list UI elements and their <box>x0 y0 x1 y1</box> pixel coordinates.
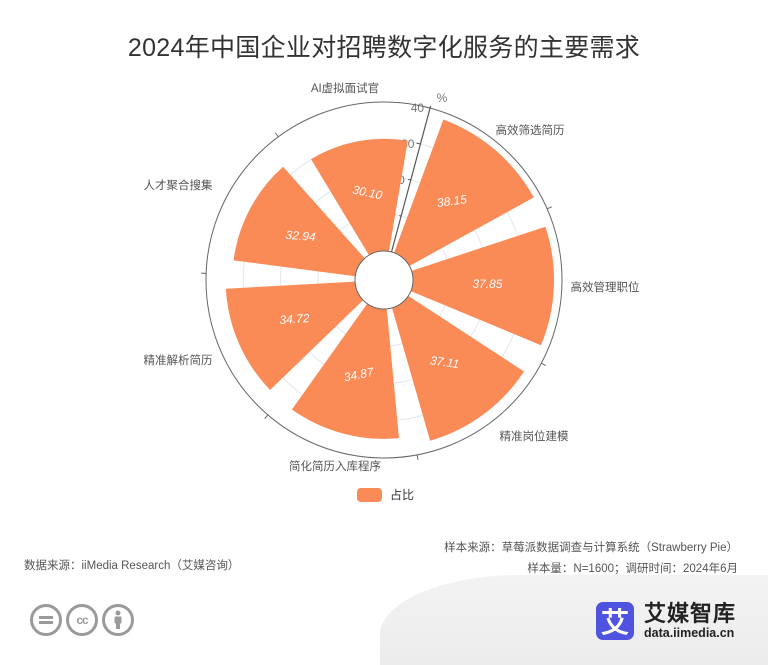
data-source: 数据来源：iiMedia Research（艾媒咨询） <box>24 557 239 573</box>
angle-tick <box>547 207 552 209</box>
value-label: 34.72 <box>279 311 310 327</box>
brand-name: 艾媒智库 <box>644 602 736 626</box>
legend-label: 占比 <box>390 486 414 503</box>
creative-commons-icon: cc <box>66 604 98 636</box>
category-label: 高效筛选简历 <box>496 123 565 137</box>
no-derivatives-icon <box>30 604 62 636</box>
polar-bar-chart: 01020304038.1537.8537.1134.8734.7232.943… <box>0 0 768 520</box>
angle-tick <box>417 455 418 460</box>
category-label: AI虚拟面试官 <box>311 81 379 95</box>
radial-tick-label: 40 <box>411 101 425 115</box>
angle-tick <box>541 363 545 365</box>
category-label: 人才聚合搜集 <box>144 178 213 192</box>
legend[interactable]: 占比 <box>357 486 414 503</box>
inner-circle <box>355 251 413 309</box>
brand[interactable]: 艾 艾媒智库 data.iimedia.cn <box>596 602 736 640</box>
category-label: 简化简历入库程序 <box>289 459 381 473</box>
value-label: 37.85 <box>472 277 502 291</box>
legend-swatch <box>357 488 382 502</box>
angle-tick <box>275 133 278 137</box>
brand-logo-icon: 艾 <box>596 602 634 640</box>
category-label: 高效管理职位 <box>571 280 640 294</box>
sample-source: 样本来源：草莓派数据调查与计算系统（Strawberry Pie） <box>444 538 738 559</box>
value-label: 32.94 <box>285 228 316 244</box>
angle-tick <box>265 415 268 419</box>
sample-info: 样本来源：草莓派数据调查与计算系统（Strawberry Pie） 样本量：N=… <box>444 538 738 580</box>
license-icons: cc <box>30 604 134 636</box>
brand-url: data.iimedia.cn <box>644 626 736 640</box>
category-label: 精准解析简历 <box>144 353 213 367</box>
radial-axis-unit: % <box>437 91 448 105</box>
category-label: 精准岗位建模 <box>500 429 569 443</box>
attribution-person-icon <box>102 604 134 636</box>
